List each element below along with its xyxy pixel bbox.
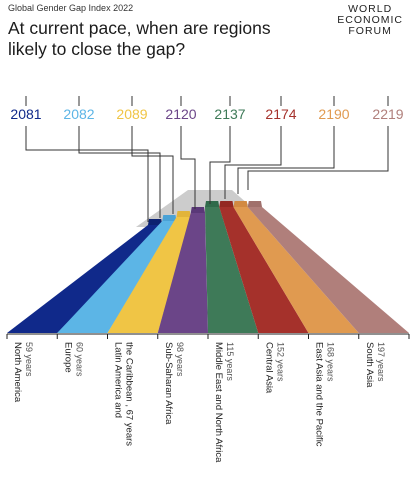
page-title: At current pace, when are regions likely… [8, 18, 328, 60]
year-label: 2089 [116, 106, 147, 122]
strip-europe [57, 221, 177, 333]
year-label-bg [208, 106, 252, 126]
connector-line [247, 126, 389, 190]
years-to-close-label: 152 years [275, 342, 285, 382]
connector-line [78, 126, 161, 218]
region-label: East Asia and the Pacific [314, 342, 325, 447]
region-label: Latin America and [113, 342, 124, 418]
region-label: Middle East and North Africa [213, 342, 224, 463]
year-label-bg [4, 106, 48, 126]
strip-top-middle-east-and-north-africa [205, 201, 220, 207]
year-label-bg [312, 106, 356, 126]
strip-top-south-asia [247, 201, 262, 207]
strip-top-east-asia-and-the-pacific [233, 201, 248, 207]
connector-line [25, 126, 149, 222]
year-label-bg [259, 106, 303, 126]
year-label: 2082 [63, 106, 94, 122]
region-label: Central Asia [263, 342, 274, 394]
strip-north-america [7, 225, 163, 333]
connector-line [209, 126, 231, 204]
year-label-bg [110, 106, 154, 126]
strip-middle-east-and-north-africa [205, 207, 259, 333]
strip-top-latin-america-and-the-caribbean [176, 211, 191, 217]
year-label: 2081 [10, 106, 41, 122]
year-label: 2120 [165, 106, 196, 122]
strip-east-asia-and-the-pacific [233, 207, 359, 333]
year-label: 2219 [372, 106, 403, 122]
source-label: Global Gender Gap Index 2022 [8, 3, 134, 13]
title-line-2: likely to close the gap? [8, 39, 186, 59]
year-label: 2190 [318, 106, 349, 122]
years-to-close-label: 197 years [376, 342, 386, 382]
connector-line [237, 126, 335, 194]
logo-line-1: WORLD [348, 3, 393, 15]
strip-south-asia [247, 207, 409, 333]
region-label: South Asia [364, 342, 375, 388]
region-label: Sub-Saharan Africa [163, 342, 174, 425]
strip-top-europe [162, 215, 177, 221]
logo-line-3: FORUM [348, 25, 392, 37]
title-line-1: At current pace, when are regions [8, 18, 271, 38]
years-to-close-label: 59 years [24, 342, 34, 377]
years-to-close-label: 98 years [175, 342, 185, 377]
years-to-close-label: 168 years [326, 342, 336, 382]
connector-line [131, 126, 174, 214]
year-label-bg [366, 106, 410, 126]
strip-top-central-asia [219, 201, 234, 207]
year-label-bg [57, 106, 101, 126]
strip-sub-saharan-africa [157, 213, 208, 333]
wef-logo: WORLD ECONOMIC FORUM [337, 4, 403, 37]
strip-top-north-america [148, 219, 163, 225]
years-to-close-label: 60 years [74, 342, 84, 377]
connector-line [180, 126, 196, 209]
region-label: North America [12, 342, 23, 403]
connector-line [224, 126, 282, 199]
years-to-close-label: 115 years [225, 342, 235, 381]
year-label: 2174 [265, 106, 296, 122]
strip-central-asia [219, 207, 309, 333]
logo-line-2: ECONOMIC [337, 14, 403, 26]
strip-top-sub-saharan-africa [190, 207, 205, 213]
year-label-bg [159, 106, 203, 126]
region-label: the Caribbean , 67 years [124, 342, 135, 446]
strip-latin-america-and-the-caribbean [107, 217, 191, 333]
region-label: Europe [62, 342, 73, 373]
year-label: 2137 [214, 106, 245, 122]
